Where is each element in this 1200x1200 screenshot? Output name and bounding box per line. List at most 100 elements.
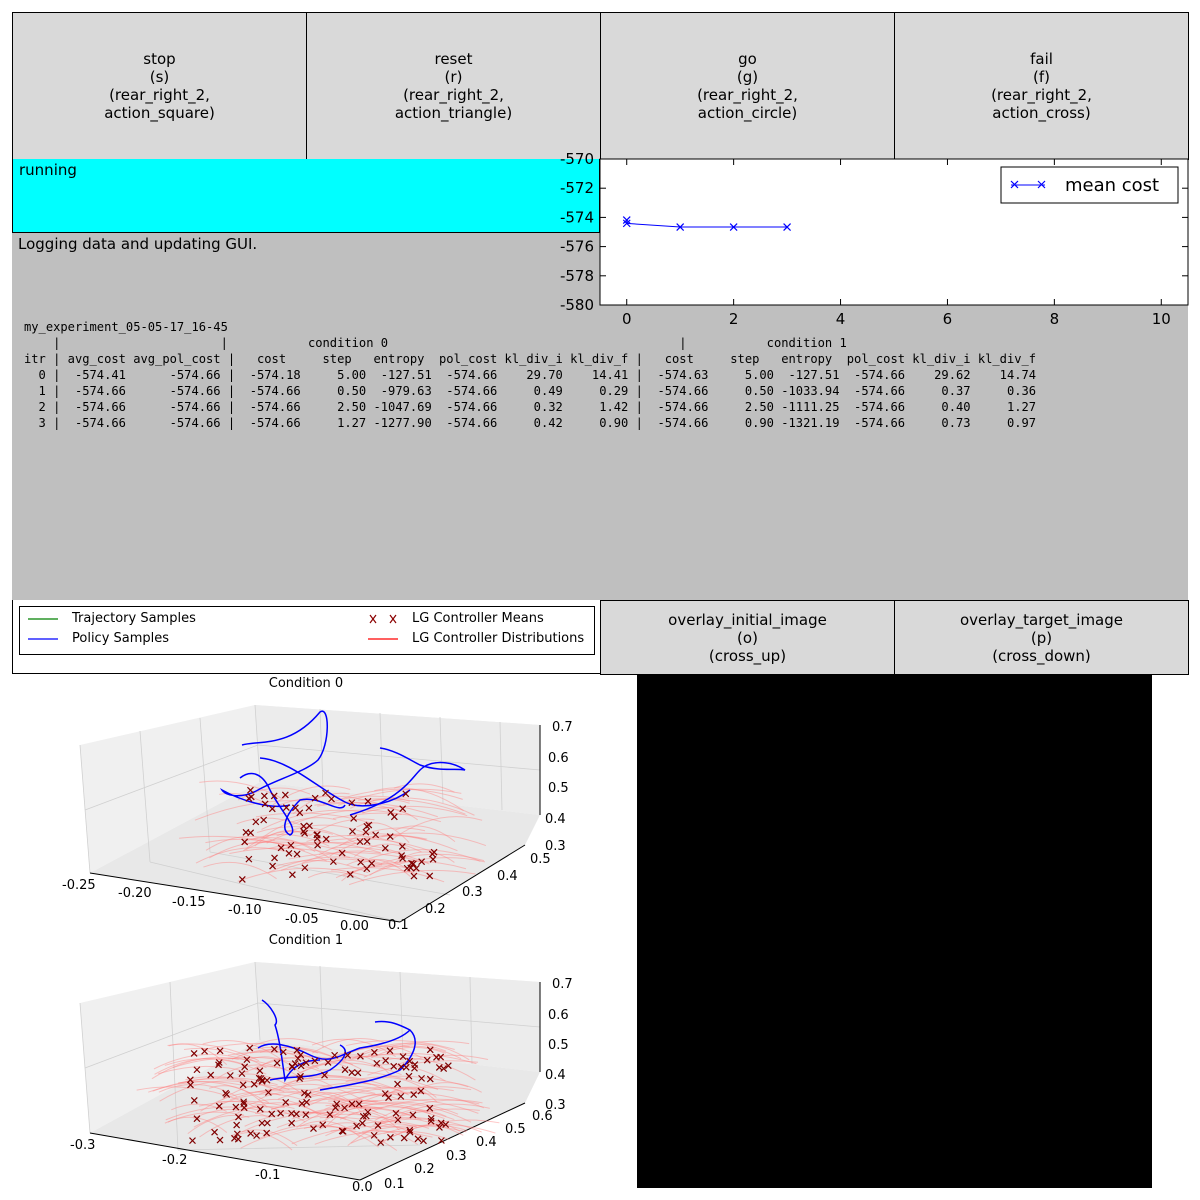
lg-distribution-curve: [302, 1062, 402, 1076]
x-tick-label: 0.0: [352, 1180, 373, 1195]
x-tick-label: 2: [729, 310, 739, 328]
data-point: [729, 223, 738, 231]
lg-controller-mean-marker: [235, 1113, 242, 1121]
lg-controller-mean-marker: [211, 1128, 218, 1136]
lg-controller-mean-marker: [348, 1069, 356, 1076]
lg-controller-mean-marker: [409, 1111, 417, 1119]
lg-distribution-curve: [205, 835, 275, 851]
lg-controller-mean-marker: [287, 841, 295, 849]
lg-distribution-curve: [318, 1122, 380, 1132]
lg-controller-mean-marker: [346, 871, 354, 878]
y-tick-label: 0.3: [446, 1149, 467, 1164]
fail-button[interactable]: fail (f) (rear_right_2, action_cross): [894, 12, 1189, 160]
lg-distribution-curve: [369, 849, 481, 862]
lg-distribution-curve: [334, 1094, 398, 1117]
lg-distribution-curve: [277, 1087, 376, 1100]
lg-controller-mean-marker: [288, 871, 296, 879]
lg-controller-mean-marker: [414, 1135, 422, 1143]
lg-controller-mean-marker: [263, 1119, 271, 1127]
lg-controller-mean-marker: [357, 858, 365, 866]
lg-controller-mean-marker: [232, 1103, 240, 1111]
lg-controller-mean-marker: [201, 1047, 208, 1055]
training-log: my_experiment_05-05-17_16-45 | | conditi…: [24, 320, 1037, 430]
trajectory-legend-panel: Trajectory Samples Policy Samples LG Con…: [12, 600, 600, 674]
overlay-target-image-button[interactable]: overlay_target_image (p) (cross_down): [894, 600, 1189, 675]
legend-x-marker-icon: [368, 613, 398, 625]
lg-distribution-curve: [346, 858, 411, 877]
lg-controller-mean-marker: [390, 813, 398, 821]
y-tick-label: 0.4: [497, 869, 518, 884]
lg-controller-mean-marker: [356, 838, 364, 846]
lg-controller-mean-marker: [279, 1048, 287, 1056]
lg-distribution-curve: [354, 843, 409, 857]
lg-controller-mean-marker: [417, 1087, 425, 1095]
lg-distribution-curve: [244, 1046, 362, 1070]
lg-distribution-curve: [248, 1056, 302, 1074]
lg-controller-mean-marker: [252, 818, 260, 826]
lg-controller-mean-marker: [189, 1137, 196, 1145]
lg-controller-mean-marker: [409, 860, 417, 868]
policy-sample-line: [319, 1020, 416, 1091]
lg-distribution-curve: [386, 1087, 438, 1103]
lg-distribution-curve: [298, 1054, 427, 1074]
lg-controller-mean-marker: [348, 799, 356, 807]
lg-controller-mean-marker: [355, 1100, 363, 1108]
lg-controller-mean-marker: [411, 1064, 418, 1072]
z-tick-label: 0.5: [548, 781, 569, 796]
lg-distribution-curve: [203, 861, 277, 880]
lg-distribution-curve: [314, 801, 412, 816]
lg-controller-mean-marker: [338, 849, 346, 857]
lg-distribution-curve: [200, 1091, 281, 1112]
lg-controller-mean-marker: [363, 865, 371, 873]
lg-distribution-curve: [244, 1066, 301, 1079]
lg-controller-mean-marker: [256, 1067, 264, 1075]
lg-controller-mean-marker: [442, 1121, 450, 1128]
lg-controller-mean-marker: [296, 809, 304, 817]
lg-controller-mean-marker: [238, 875, 246, 883]
lg-distribution-curve: [194, 800, 310, 821]
status-indicator: running: [12, 159, 600, 233]
lg-controller-mean-marker: [311, 1057, 319, 1065]
lg-controller-mean-marker: [304, 1091, 312, 1099]
lg-controller-mean-marker: [406, 1057, 414, 1065]
lg-distribution-curve: [276, 824, 367, 837]
z-tick-label: 0.6: [548, 751, 569, 766]
overlay-initial-image-button[interactable]: overlay_initial_image (o) (cross_up): [600, 600, 895, 675]
lg-distribution-curve: [270, 1098, 377, 1110]
go-button[interactable]: go (g) (rear_right_2, action_circle): [600, 12, 895, 160]
lg-distribution-curve: [153, 1053, 250, 1070]
lg-distribution-curve: [244, 837, 330, 859]
lg-distribution-curve: [291, 1125, 409, 1145]
stop-button[interactable]: stop (s) (rear_right_2, action_square): [12, 12, 307, 160]
lg-distribution-curve: [376, 1108, 480, 1125]
lg-controller-mean-marker: [357, 1052, 364, 1060]
lg-distribution-curve: [208, 1085, 268, 1108]
lg-distribution-curve: [278, 1078, 334, 1091]
y-tick-label: -576: [560, 238, 594, 256]
lg-distribution-curve: [363, 1116, 464, 1136]
lg-distribution-curve: [360, 1042, 447, 1055]
lg-distribution-curve: [276, 1113, 396, 1129]
lg-distribution-curve: [237, 787, 311, 801]
trajectory-drawing: [136, 999, 500, 1151]
lg-controller-mean-marker: [358, 1119, 366, 1127]
lg-controller-mean-marker: [407, 864, 415, 872]
lg-controller-mean-marker: [402, 790, 410, 798]
lg-distribution-curve: [136, 1086, 262, 1111]
lg-controller-mean-marker: [373, 1059, 381, 1067]
lg-distribution-curve: [266, 830, 334, 844]
policy-sample-line: [349, 747, 466, 816]
lg-controller-mean-marker: [245, 794, 253, 802]
lg-controller-mean-marker: [364, 797, 372, 805]
lg-controller-mean-marker: [326, 1111, 334, 1118]
lg-distribution-curve: [259, 1046, 335, 1059]
lg-distribution-curve: [339, 1106, 431, 1120]
lg-controller-mean-marker: [282, 804, 290, 812]
lg-controller-mean-marker: [412, 864, 420, 872]
lg-controller-mean-marker: [430, 848, 438, 856]
reset-button[interactable]: reset (r) (rear_right_2, action_triangle…: [306, 12, 601, 160]
lg-controller-mean-marker: [386, 1047, 394, 1055]
lg-distribution-curve: [151, 1056, 239, 1080]
lg-distribution-curve: [396, 1110, 447, 1118]
lg-distribution-curve: [227, 1051, 347, 1068]
